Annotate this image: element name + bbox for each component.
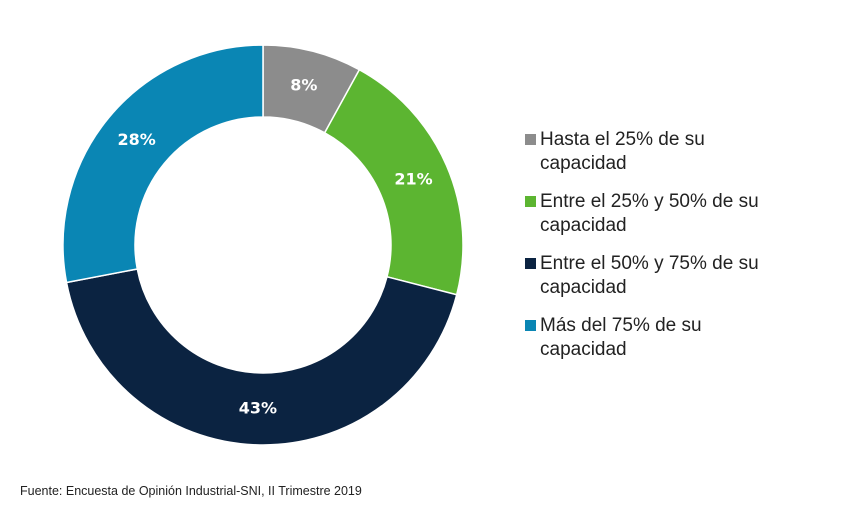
donut-slice (62, 44, 264, 284)
data-label: 43% (239, 398, 277, 417)
legend-item: Entre el 25% y 50% de su capacidad (525, 190, 785, 238)
legend-item: Entre el 50% y 75% de su capacidad (525, 252, 785, 300)
legend-label: Hasta el 25% de su capacidad (540, 129, 705, 174)
legend-label: Entre el 50% y 75% de su capacidad (540, 253, 759, 298)
legend-swatch (525, 258, 536, 269)
legend-label: Más del 75% de su capacidad (540, 315, 702, 360)
donut-slice (65, 268, 458, 446)
legend-swatch (525, 134, 536, 145)
legend-item: Hasta el 25% de su capacidad (525, 128, 785, 176)
data-label: 21% (394, 169, 432, 188)
legend-swatch (525, 196, 536, 207)
data-label: 28% (117, 130, 155, 149)
source-note: Fuente: Encuesta de Opinión Industrial-S… (20, 484, 362, 498)
data-label: 8% (290, 76, 317, 95)
legend-swatch (525, 320, 536, 331)
legend: Hasta el 25% de su capacidad Entre el 25%… (525, 128, 785, 376)
donut-slice (323, 68, 464, 296)
legend-label: Entre el 25% y 50% de su capacidad (540, 191, 759, 236)
legend-item: Más del 75% de su capacidad (525, 314, 785, 362)
